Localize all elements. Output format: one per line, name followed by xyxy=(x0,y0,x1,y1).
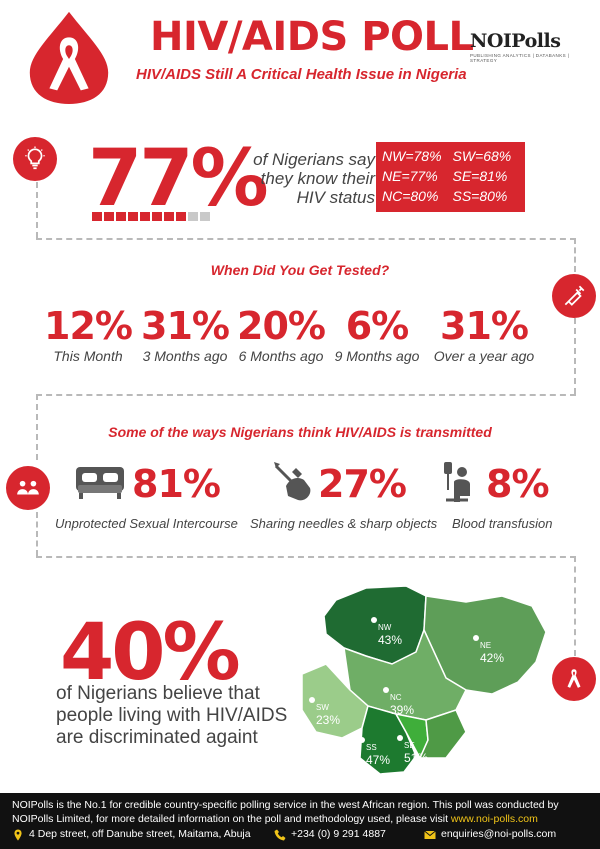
footer-address: 4 Dep street, off Danube street, Maitama… xyxy=(12,828,274,842)
tested-value: 31% xyxy=(440,304,529,348)
known-status-percentage: 77% xyxy=(88,134,269,224)
progress-segment xyxy=(92,212,102,221)
region-ss: SS=80% xyxy=(452,188,508,204)
location-pin-icon xyxy=(14,829,22,841)
blood-transfusion-icon xyxy=(444,462,470,502)
map-region-code-se: SE xyxy=(404,741,415,750)
progress-segment xyxy=(164,212,174,221)
progress-segment xyxy=(128,212,138,221)
tested-label: 3 Months ago xyxy=(142,348,228,364)
page-title: HIV/AIDS POLL xyxy=(150,14,474,60)
discrimination-line-2: people living with HIV/AIDS xyxy=(56,705,288,726)
region-se: SE=81% xyxy=(452,168,508,184)
tested-item-3: 20% 6 Months ago xyxy=(226,304,336,364)
progress-segment xyxy=(176,212,186,221)
tested-title: When Did You Get Tested? xyxy=(210,262,390,278)
progress-segment xyxy=(116,212,126,221)
syringe-icon xyxy=(552,274,596,318)
tested-label: This Month xyxy=(53,348,123,364)
footer-contact-row: 4 Dep street, off Danube street, Maitama… xyxy=(12,828,588,842)
map-dot-sw xyxy=(309,697,315,703)
footer-address-text: 4 Dep street, off Danube street, Maitama… xyxy=(29,828,251,840)
footer-text: NOIPolls is the No.1 for credible countr… xyxy=(12,799,588,826)
footer-email-text: enquiries@noi-polls.com xyxy=(441,828,557,840)
footer-email[interactable]: enquiries@noi-polls.com xyxy=(424,828,556,842)
footer: NOIPolls is the No.1 for credible countr… xyxy=(0,793,600,849)
tested-item-5: 31% Over a year ago xyxy=(424,304,544,364)
people-icon xyxy=(6,466,50,510)
discrimination-line-1: of Nigerians believe that xyxy=(56,683,260,704)
tested-item-4: 6% 9 Months ago xyxy=(322,304,432,364)
known-status-label: of Nigerians say they know their HIV sta… xyxy=(230,150,375,207)
transmission-label: Unprotected Sexual Intercourse xyxy=(55,516,238,531)
tested-value: 20% xyxy=(237,304,326,348)
envelope-icon xyxy=(424,830,436,839)
transmission-title: Some of the ways Nigerians think HIV/AID… xyxy=(108,424,492,440)
map-dot-nc xyxy=(383,687,389,693)
noipolls-logo: NOIPolls PUBLISHING ANALYTICS | DATABANK… xyxy=(470,30,590,63)
region-sw: SW=68% xyxy=(452,148,512,164)
page-subtitle: HIV/AIDS Still A Critical Health Issue i… xyxy=(136,66,467,83)
logo-text: NOIPolls xyxy=(470,30,561,52)
tested-value: 31% xyxy=(141,304,230,348)
map-dot-se xyxy=(397,735,403,741)
transmission-value: 27% xyxy=(318,462,407,506)
tested-label: Over a year ago xyxy=(433,348,535,364)
map-region-code-ss: SS xyxy=(366,743,377,752)
logo-tagline: PUBLISHING ANALYTICS | DATABANKS | STRAT… xyxy=(470,53,570,63)
map-region-value-nc: 39% xyxy=(390,703,414,717)
progress-segment xyxy=(200,212,210,221)
map-region-value-sw: 23% xyxy=(316,713,340,727)
tested-label: 9 Months ago xyxy=(334,348,420,364)
footer-phone-text: +234 (0) 9 291 4887 xyxy=(291,828,386,840)
tested-value: 12% xyxy=(44,304,133,348)
progress-segment xyxy=(188,212,198,221)
red-drop-ribbon-icon xyxy=(29,11,109,105)
map-dot-ne xyxy=(473,635,479,641)
regional-breakdown-box: NW=78% SW=68% NE=77% SE=81% NC=80% SS=80… xyxy=(376,142,525,212)
transmission-label: Blood transfusion xyxy=(452,516,553,531)
discrimination-line-3: are discriminated againt xyxy=(56,727,258,748)
discrimination-label: of Nigerians believe that people living … xyxy=(56,683,306,749)
map-region-code-sw: SW xyxy=(316,703,329,712)
map-region-value-ss: 47% xyxy=(366,753,390,767)
tested-value: 6% xyxy=(345,304,410,348)
known-status-line-2: they know their xyxy=(260,169,375,188)
progress-segment xyxy=(104,212,114,221)
known-status-line-1: of Nigerians say xyxy=(253,150,375,169)
phone-icon xyxy=(274,829,286,841)
known-status-progress xyxy=(92,212,210,221)
lightbulb-icon xyxy=(13,137,57,181)
progress-segment xyxy=(140,212,150,221)
tested-label: 6 Months ago xyxy=(238,348,324,364)
map-region-code-nc: NC xyxy=(390,693,402,702)
bed-icon xyxy=(76,467,124,499)
footer-description: NOIPolls is the No.1 for credible countr… xyxy=(12,799,559,825)
region-nw: NW=78% xyxy=(382,148,442,164)
region-ne: NE=77% xyxy=(382,168,438,184)
progress-segment xyxy=(152,212,162,221)
awareness-ribbon-icon xyxy=(552,657,596,701)
region-nc: NC=80% xyxy=(382,188,439,204)
map-dot-ss xyxy=(359,737,365,743)
needle-hand-icon xyxy=(274,462,311,501)
footer-phone: +234 (0) 9 291 4887 xyxy=(274,828,424,842)
tested-item-2: 31% 3 Months ago xyxy=(130,304,240,364)
map-region-value-se: 51% xyxy=(404,751,428,765)
tested-item-1: 12% This Month xyxy=(38,304,138,364)
discrimination-percentage: 40% xyxy=(60,608,241,698)
map-region-value-nw: 43% xyxy=(378,633,402,647)
known-status-line-3: HIV status xyxy=(296,188,375,207)
map-region-nw xyxy=(323,585,427,665)
map-dot-nw xyxy=(371,617,377,623)
transmission-value: 8% xyxy=(486,462,550,506)
transmission-label: Sharing needles & sharp objects xyxy=(250,516,438,531)
footer-website-link[interactable]: www.noi-polls.com xyxy=(450,812,538,825)
map-region-value-ne: 42% xyxy=(480,651,504,665)
map-region-code-nw: NW xyxy=(378,623,392,632)
transmission-value: 81% xyxy=(132,462,221,506)
map-region-ss xyxy=(359,705,417,775)
map-region-code-ne: NE xyxy=(480,641,491,650)
